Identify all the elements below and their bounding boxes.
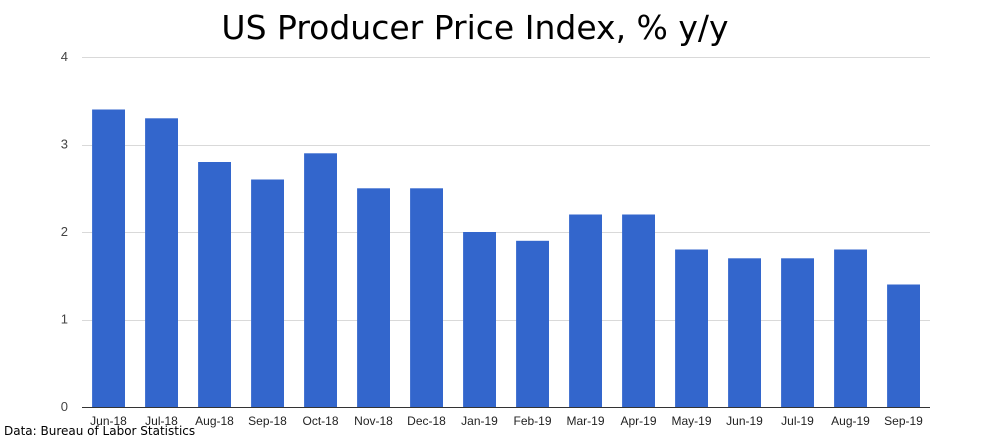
bar-Jul-19	[781, 258, 814, 408]
bar-Jul-18	[145, 118, 178, 408]
bar-Sep-18	[251, 179, 284, 407]
bar-Mar-19	[569, 214, 602, 407]
x-tick-label: Dec-18	[407, 414, 446, 428]
source-note: Data: Bureau of Labor Statistics	[4, 424, 196, 438]
bar-May-19	[675, 249, 708, 407]
x-tick-label: Jul-18	[145, 414, 178, 428]
y-tick-label: 1	[61, 312, 68, 327]
bar-Dec-18	[410, 188, 443, 408]
x-tick-label: Jan-19	[461, 414, 498, 428]
y-axis-tick-labels: 0 1 2 3 4	[61, 49, 68, 414]
bar-Nov-18	[357, 188, 390, 408]
y-tick-label: 0	[61, 399, 68, 414]
x-tick-label: Aug-18	[195, 414, 234, 428]
x-tick-label: Sep-19	[884, 414, 923, 428]
y-tick-label: 2	[61, 224, 68, 239]
bar-Aug-19	[834, 249, 867, 407]
x-tick-label: Sep-18	[248, 414, 287, 428]
x-tick-label: Aug-19	[831, 414, 870, 428]
x-tick-label: Jul-19	[781, 414, 814, 428]
bar-Jan-19	[463, 232, 496, 407]
x-tick-label: Jun-18	[90, 414, 127, 428]
bar-Aug-18	[198, 162, 231, 407]
x-tick-label: Nov-18	[354, 414, 393, 428]
x-tick-label: Oct-18	[302, 414, 338, 428]
bar-Sep-19	[887, 284, 920, 407]
bar-Jun-18	[92, 109, 125, 407]
x-tick-label: Apr-19	[620, 414, 656, 428]
x-axis-tick-labels: Jun-18 Jul-18 Aug-18 Sep-18 Oct-18 Nov-18 Dec-…	[90, 414, 923, 428]
chart-title: US Producer Price Index, % y/y	[221, 8, 729, 47]
bar-Oct-18	[304, 153, 337, 408]
bar-Feb-19	[516, 240, 549, 408]
x-tick-label: Feb-19	[513, 414, 551, 428]
x-tick-label: Mar-19	[566, 414, 604, 428]
y-tick-label: 4	[61, 49, 68, 64]
y-tick-label: 3	[61, 137, 68, 152]
bar-Jun-19	[728, 258, 761, 408]
x-tick-label: May-19	[671, 414, 711, 428]
bars	[92, 109, 920, 408]
bar-Apr-19	[622, 214, 655, 407]
x-tick-label: Jun-19	[726, 414, 763, 428]
